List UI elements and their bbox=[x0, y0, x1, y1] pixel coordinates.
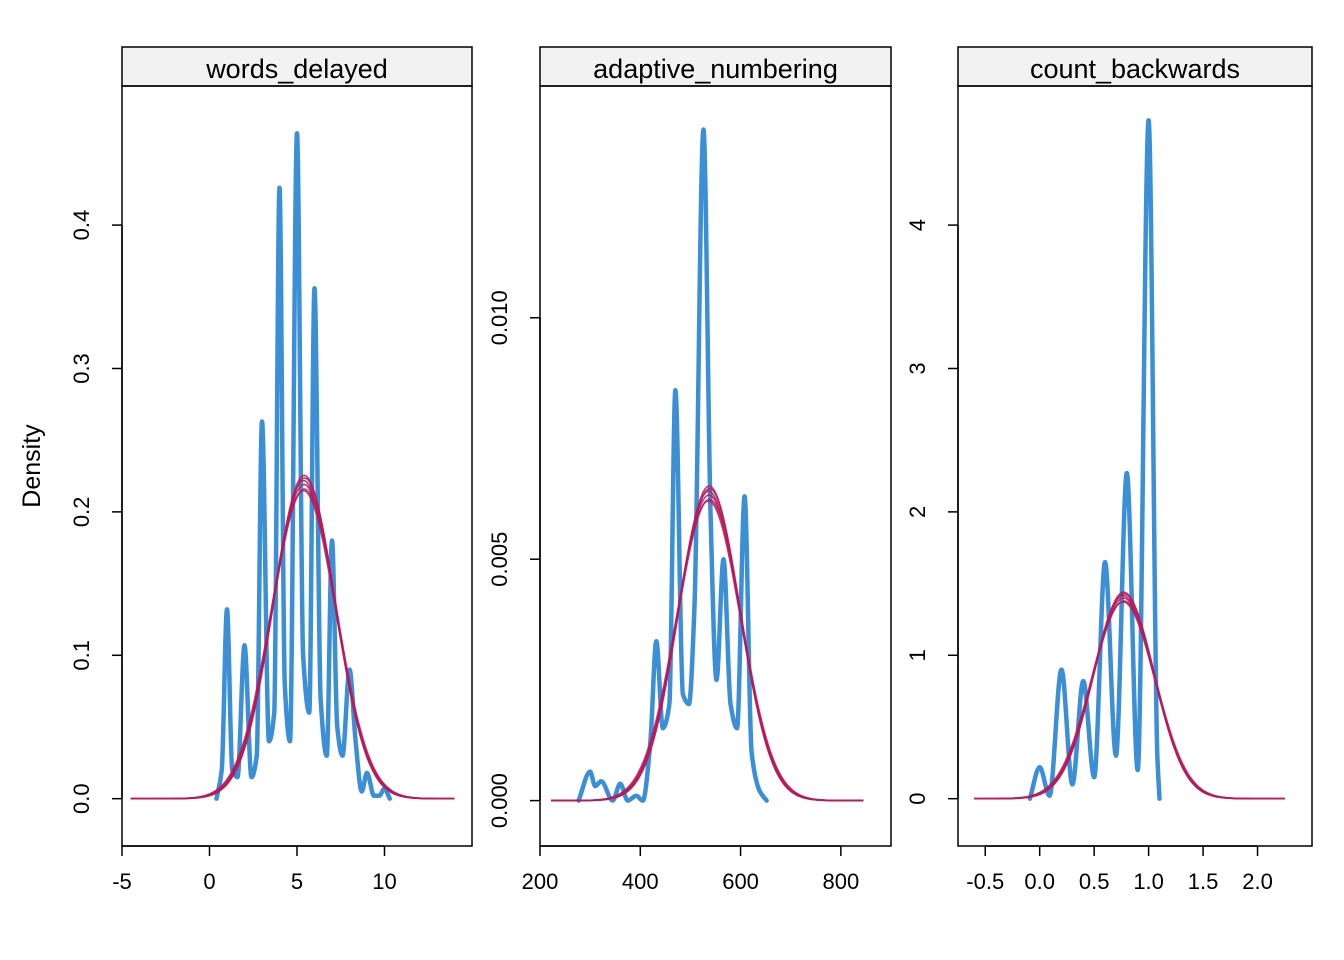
y-axis-title: Density bbox=[18, 424, 46, 508]
panel-words_delayed: words_delayed -5 0 5 10 0.0 0.1 0.2 0.3 0.4 bbox=[69, 46, 473, 894]
y-axis: 0 1 2 3 4 bbox=[905, 219, 959, 805]
panel-title: words_delayed bbox=[205, 54, 388, 84]
panel-adaptive_numbering: adaptive_numbering 200 400 600 800 0.000 0.005… bbox=[487, 46, 892, 894]
x-tick-label: 10 bbox=[372, 869, 396, 894]
simulated-density-line bbox=[551, 494, 864, 802]
curves bbox=[974, 118, 1285, 801]
x-tick-label: 0 bbox=[203, 869, 215, 894]
y-axis: 0.0 0.1 0.2 0.3 0.4 bbox=[69, 210, 123, 814]
panel-count_backwards: count_backwards -0.5 0.0 0.5 1.0 1.5 2.0 0 1 2 3 4 bbox=[905, 46, 1313, 894]
y-tick-label: 0.3 bbox=[69, 353, 94, 384]
y-tick-label: 0.005 bbox=[487, 532, 512, 587]
x-tick-label: 0.0 bbox=[1024, 869, 1055, 894]
panel-title: adaptive_numbering bbox=[593, 54, 838, 84]
y-tick-label: 0.0 bbox=[69, 783, 94, 814]
simulated-density-line bbox=[974, 594, 1285, 800]
y-tick-label: 0 bbox=[905, 793, 930, 805]
x-tick-label: 2.0 bbox=[1242, 869, 1273, 894]
x-tick-label: 1.0 bbox=[1133, 869, 1164, 894]
x-tick-label: -5 bbox=[112, 869, 132, 894]
x-axis: -5 0 5 10 bbox=[112, 845, 397, 894]
y-tick-label: 4 bbox=[905, 219, 930, 231]
y-tick-label: 3 bbox=[905, 362, 930, 374]
x-axis: 200 400 600 800 bbox=[522, 845, 859, 894]
observed-density-line bbox=[1027, 118, 1162, 801]
x-tick-label: 5 bbox=[291, 869, 303, 894]
x-tick-label: 1.5 bbox=[1188, 869, 1219, 894]
x-tick-label: 200 bbox=[522, 869, 559, 894]
panel-strip bbox=[121, 46, 473, 87]
simulated-density-line bbox=[974, 597, 1285, 800]
plot-frame bbox=[539, 85, 892, 847]
y-tick-label: 0.010 bbox=[487, 290, 512, 345]
simulated-density-line bbox=[551, 500, 864, 802]
curves bbox=[130, 131, 455, 801]
observed-density-line bbox=[214, 131, 392, 801]
simulated-density-line bbox=[974, 591, 1285, 800]
x-tick-label: 400 bbox=[622, 869, 659, 894]
y-tick-label: 1 bbox=[905, 649, 930, 661]
panel-strip bbox=[539, 46, 892, 87]
simulated-density-line bbox=[130, 474, 455, 800]
panel-strip bbox=[957, 46, 1313, 87]
simulated-density-line bbox=[974, 601, 1285, 800]
y-tick-label: 2 bbox=[905, 506, 930, 518]
y-axis: 0.000 0.005 0.010 bbox=[487, 290, 541, 828]
simulated-density-line bbox=[551, 487, 864, 802]
y-tick-label: 0.2 bbox=[69, 497, 94, 528]
y-tick-label: 0.4 bbox=[69, 210, 94, 241]
simulated-density-line bbox=[974, 593, 1285, 800]
simulated-density-line bbox=[551, 485, 864, 802]
x-tick-label: 0.5 bbox=[1079, 869, 1110, 894]
x-axis: -0.5 0.0 0.5 1.0 1.5 2.0 bbox=[966, 845, 1273, 894]
x-tick-label: -0.5 bbox=[966, 869, 1004, 894]
simulated-density-line bbox=[551, 498, 864, 802]
curves bbox=[551, 127, 864, 803]
simulated-density-line bbox=[551, 490, 864, 802]
x-tick-label: 600 bbox=[722, 869, 759, 894]
panel-title: count_backwards bbox=[1030, 54, 1240, 84]
x-tick-label: 800 bbox=[822, 869, 859, 894]
observed-density-line bbox=[576, 127, 769, 803]
y-tick-label: 0.1 bbox=[69, 640, 94, 671]
y-tick-label: 0.000 bbox=[487, 773, 512, 828]
simulated-density-line bbox=[974, 600, 1285, 800]
